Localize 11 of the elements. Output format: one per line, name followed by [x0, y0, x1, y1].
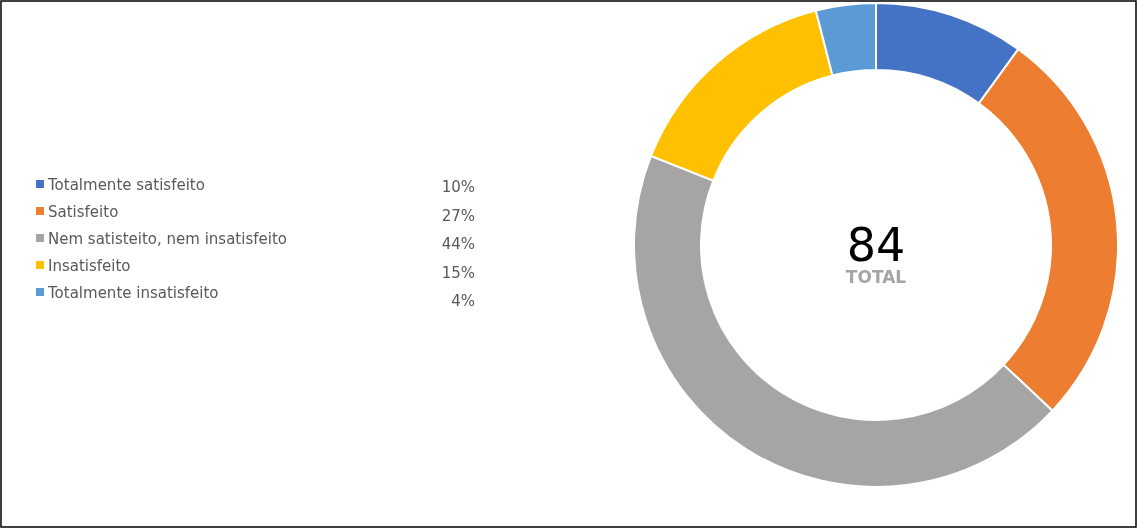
- data-label: 15%: [441, 263, 475, 282]
- legend-label: Totalmente insatisfeito: [47, 284, 219, 302]
- legend-label: Satisfeito: [48, 203, 119, 221]
- legend-label: Insatisfeito: [48, 257, 131, 275]
- legend-label: Nem satisteito, nem insatisfeito: [48, 230, 287, 248]
- data-label: 4%: [451, 292, 475, 310]
- data-label: 10%: [441, 178, 475, 196]
- data-label: 27%: [441, 206, 475, 225]
- data-label: 44%: [441, 235, 475, 253]
- legend-label: Totalmente satisfeito: [47, 176, 205, 194]
- text: TOTAL: [845, 267, 907, 287]
